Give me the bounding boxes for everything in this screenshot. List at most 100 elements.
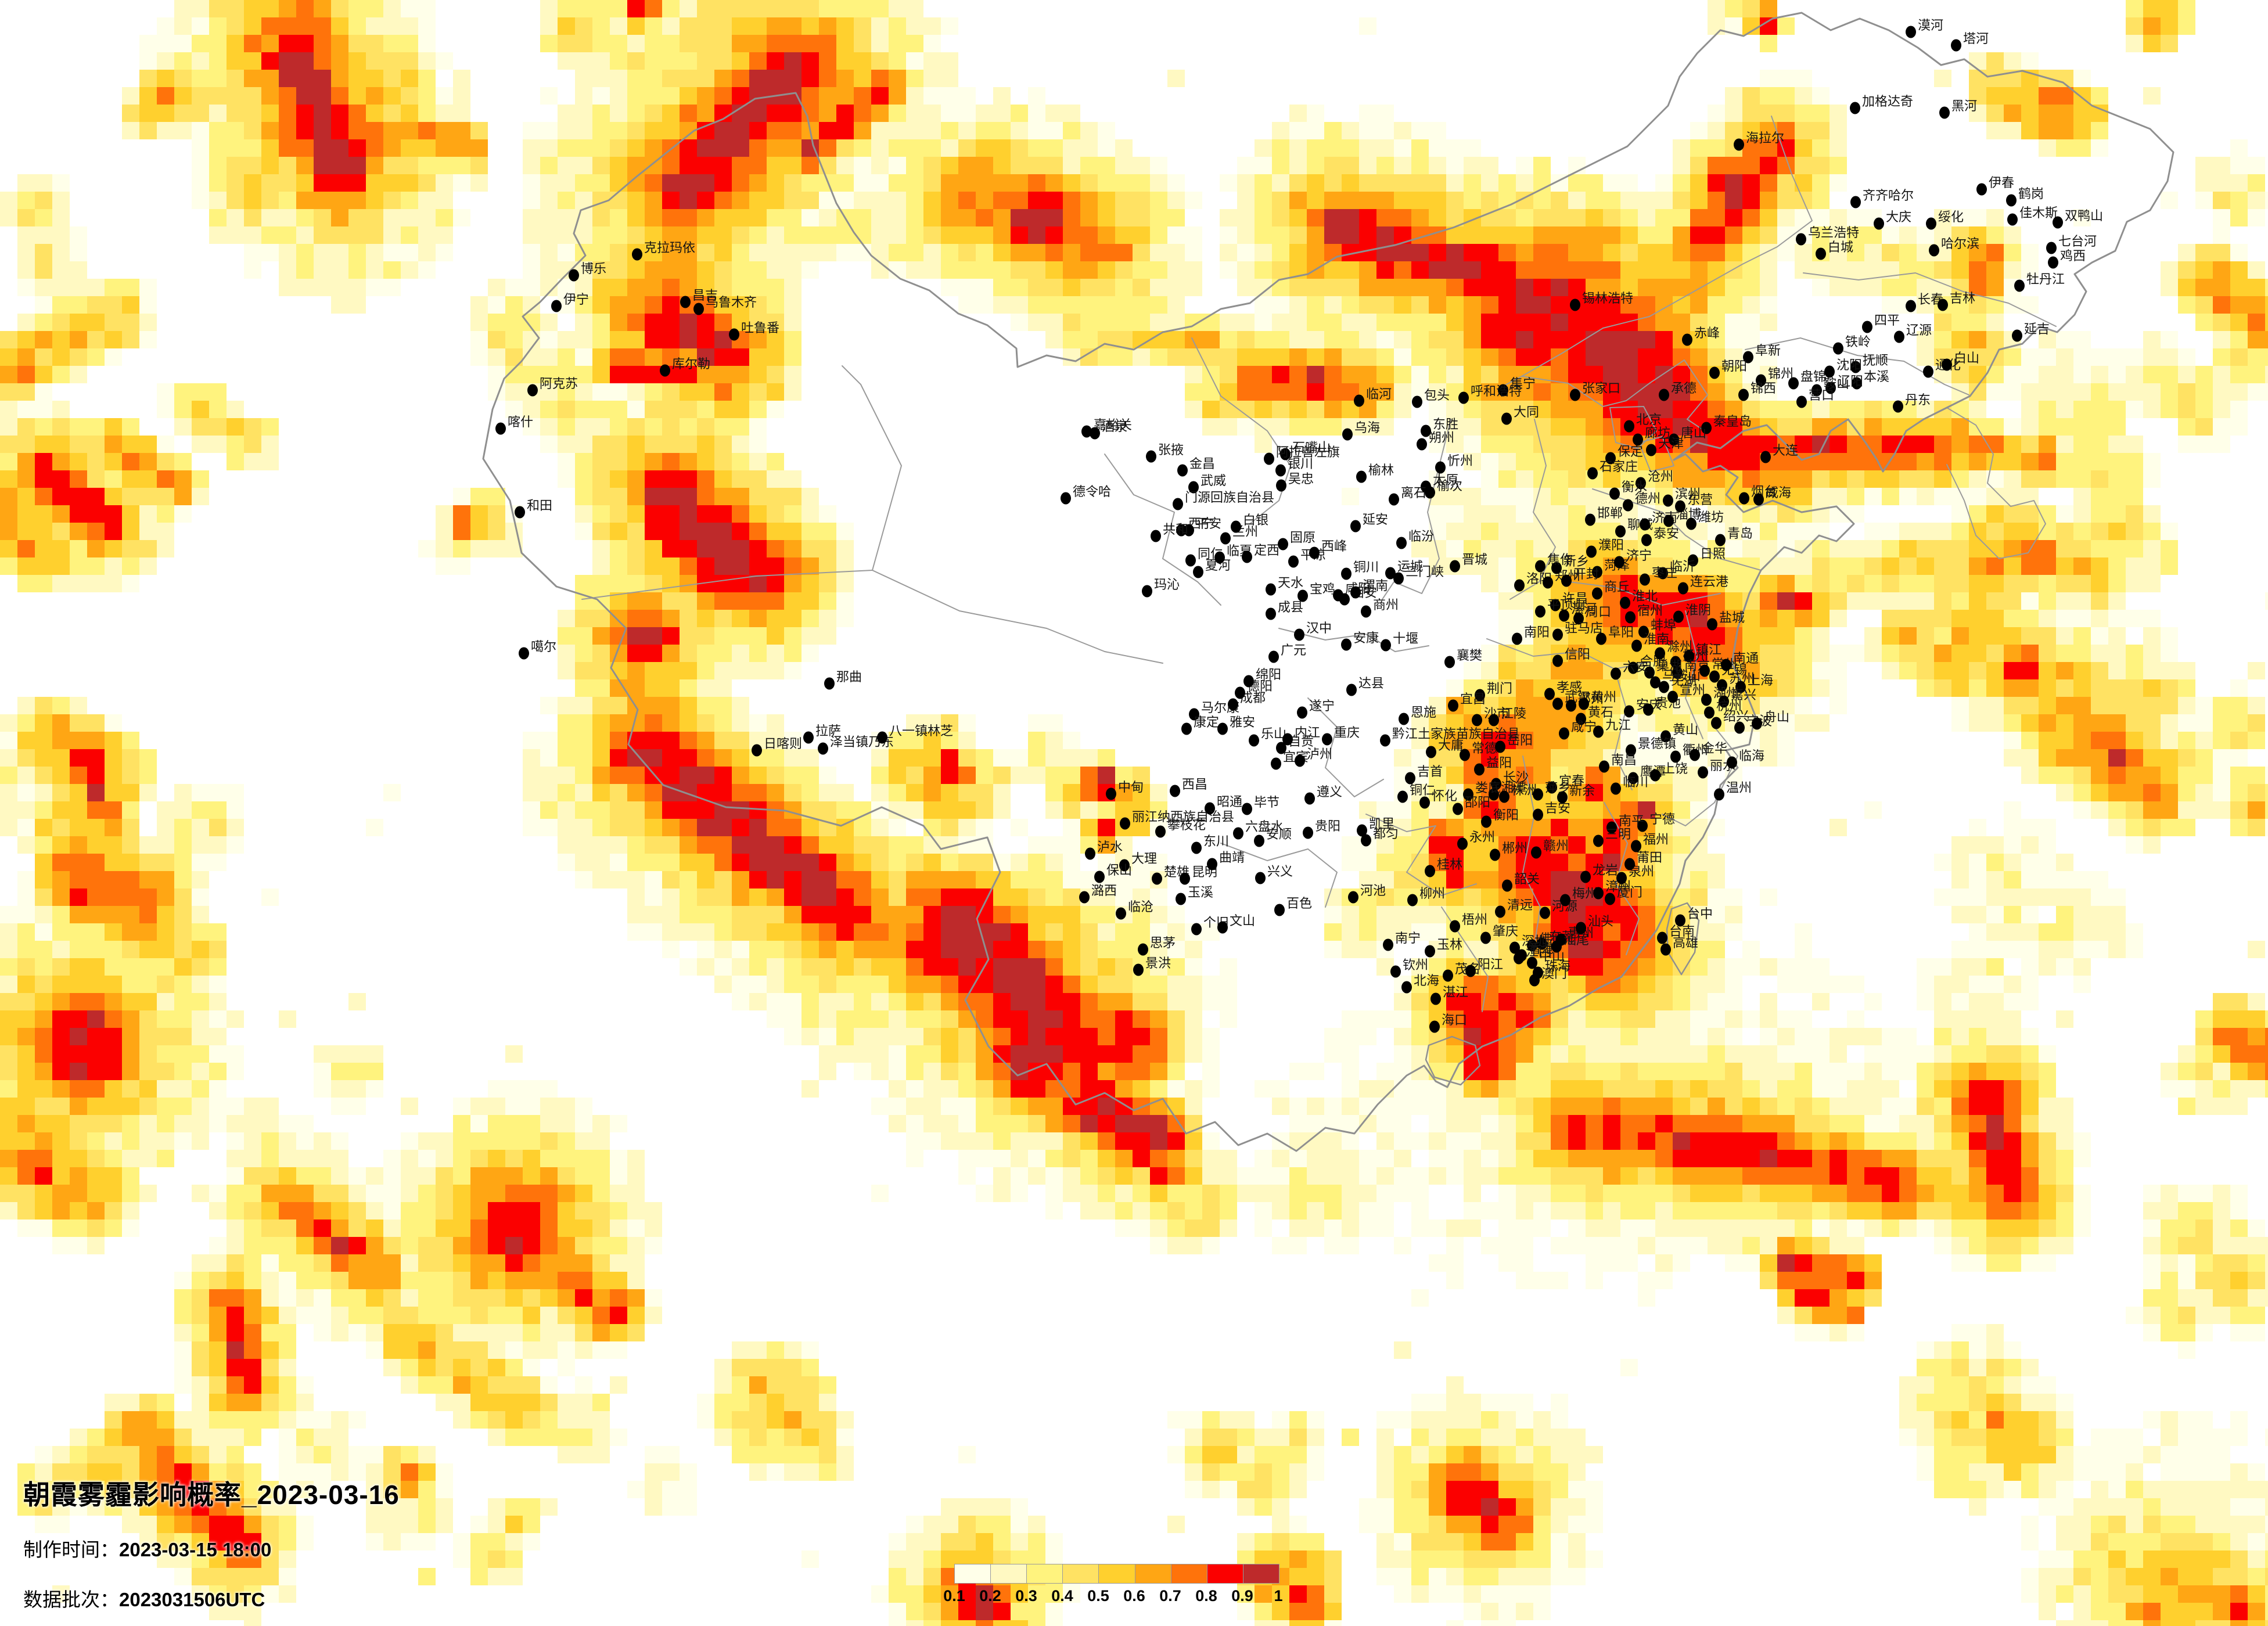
city-dot [1116,907,1126,920]
city-dot [818,742,828,755]
city-dot [1465,965,1476,977]
city-label: 重庆 [1334,725,1360,740]
city-dot [1561,574,1572,587]
city-dot [2007,213,2018,226]
city-label: 保定 [1618,444,1643,459]
city-label: 安康 [1353,631,1379,645]
city-label: 黄石 [1588,705,1613,720]
city-label: 长沙 [1503,770,1529,785]
city-dot [1527,956,1537,969]
city-dot [1264,452,1274,465]
city-label: 柳州 [1419,886,1445,901]
city-dot [1701,693,1712,706]
city-dot [1309,546,1320,559]
city-label: 舟山 [1764,710,1789,724]
city-label: 毕节 [1254,795,1279,810]
city-label: 赣州 [1543,839,1569,853]
city-label: 开封 [1573,567,1599,581]
city-label: 锦西 [1751,381,1776,395]
city-label: 绵阳 [1256,667,1281,682]
city-label: 汉中 [1306,621,1332,635]
city-label: 襄樊 [1457,648,1482,663]
city-label: 共和 [1163,522,1188,537]
city-label: 平顶山 [1547,598,1586,612]
city-dot [1426,746,1436,758]
city-dot [1663,494,1673,507]
city-label: 塔河 [1963,31,1989,46]
city-label: 焦作 [1547,552,1573,567]
city-label: 昌吉 [692,288,718,303]
city-dot [1220,532,1231,545]
city-dot [1243,675,1254,688]
city-dot [1796,233,1806,246]
city-label: 南阳 [1524,625,1550,639]
city-dot [1547,781,1557,794]
city-label: 邵阳 [1465,795,1490,810]
city-dot [1684,650,1694,663]
city-label: 四平 [1874,313,1900,328]
city-dot [1543,576,1553,589]
city-label: 商州 [1373,598,1399,612]
city-dot [1824,365,1835,378]
city-dot [1249,734,1259,747]
city-label: 包头 [1424,388,1450,402]
city-label: 淮北 [1632,589,1658,603]
city-dot [1557,791,1568,804]
city-dot [1616,872,1627,884]
city-dot [1906,300,1916,312]
city-dot [1350,586,1361,599]
city-label: 岳阳 [1507,733,1533,747]
city-label: 阿克苏 [540,376,578,391]
city-dot [2006,194,2017,207]
city-label: 福州 [1643,832,1669,847]
city-dot [1592,566,1602,578]
legend-tick-label: 0.8 [1195,1587,1217,1605]
city-label: 曲靖 [1219,850,1245,865]
city-dot [1576,922,1586,934]
city-dot [1235,686,1245,699]
city-label: 铁岭 [1845,334,1871,349]
city-label: 咸宁 [1571,720,1597,734]
city-label: 双鸭山 [2065,208,2103,223]
city-label: 黄州 [1591,690,1616,704]
city-dot [1407,894,1418,906]
city-label: 铜仁 [1410,783,1435,797]
city-label: 西峰 [1321,539,1347,553]
city-dot [1085,847,1095,860]
city-dot [1191,841,1202,854]
city-dot [1743,351,1753,364]
city-label: 上海 [1748,673,1773,688]
city-dot [1231,520,1241,533]
city-dot [1756,374,1766,387]
city-dot [1760,451,1771,463]
city-label: 莆田 [1637,850,1662,865]
city-dot [2053,216,2063,229]
batch-line: 数据批次：2023031506UTC [23,1584,400,1612]
city-label: 鞍山 [1824,376,1849,391]
city-dot [1576,713,1586,725]
city-dot [1490,848,1500,861]
city-dot [1516,949,1527,962]
city-label: 玛沁 [1154,577,1180,592]
city-dot [1322,733,1332,746]
city-label: 盘锦 [1800,369,1826,384]
city-label: 临汾 [1408,529,1434,544]
city-dot [1274,904,1285,916]
city-label: 文山 [1230,913,1255,928]
city-dot [515,506,525,519]
city-dot [1709,366,1720,379]
city-label: 金昌 [1189,456,1215,471]
legend-tick-label: 0.7 [1159,1587,1181,1605]
city-dot [1385,567,1396,580]
legend-swatch [1207,1564,1243,1583]
city-dot [1090,427,1100,440]
city-dot [1390,965,1401,978]
city-dot [1295,754,1305,767]
legend-swatch [1243,1564,1279,1583]
city-dot [1106,787,1116,800]
city-label: 温州 [1726,780,1752,795]
city-label: 临川 [1623,775,1648,789]
city-dot [2048,256,2058,269]
city-label: 汕头 [1588,914,1613,929]
city-dot [1480,931,1491,944]
